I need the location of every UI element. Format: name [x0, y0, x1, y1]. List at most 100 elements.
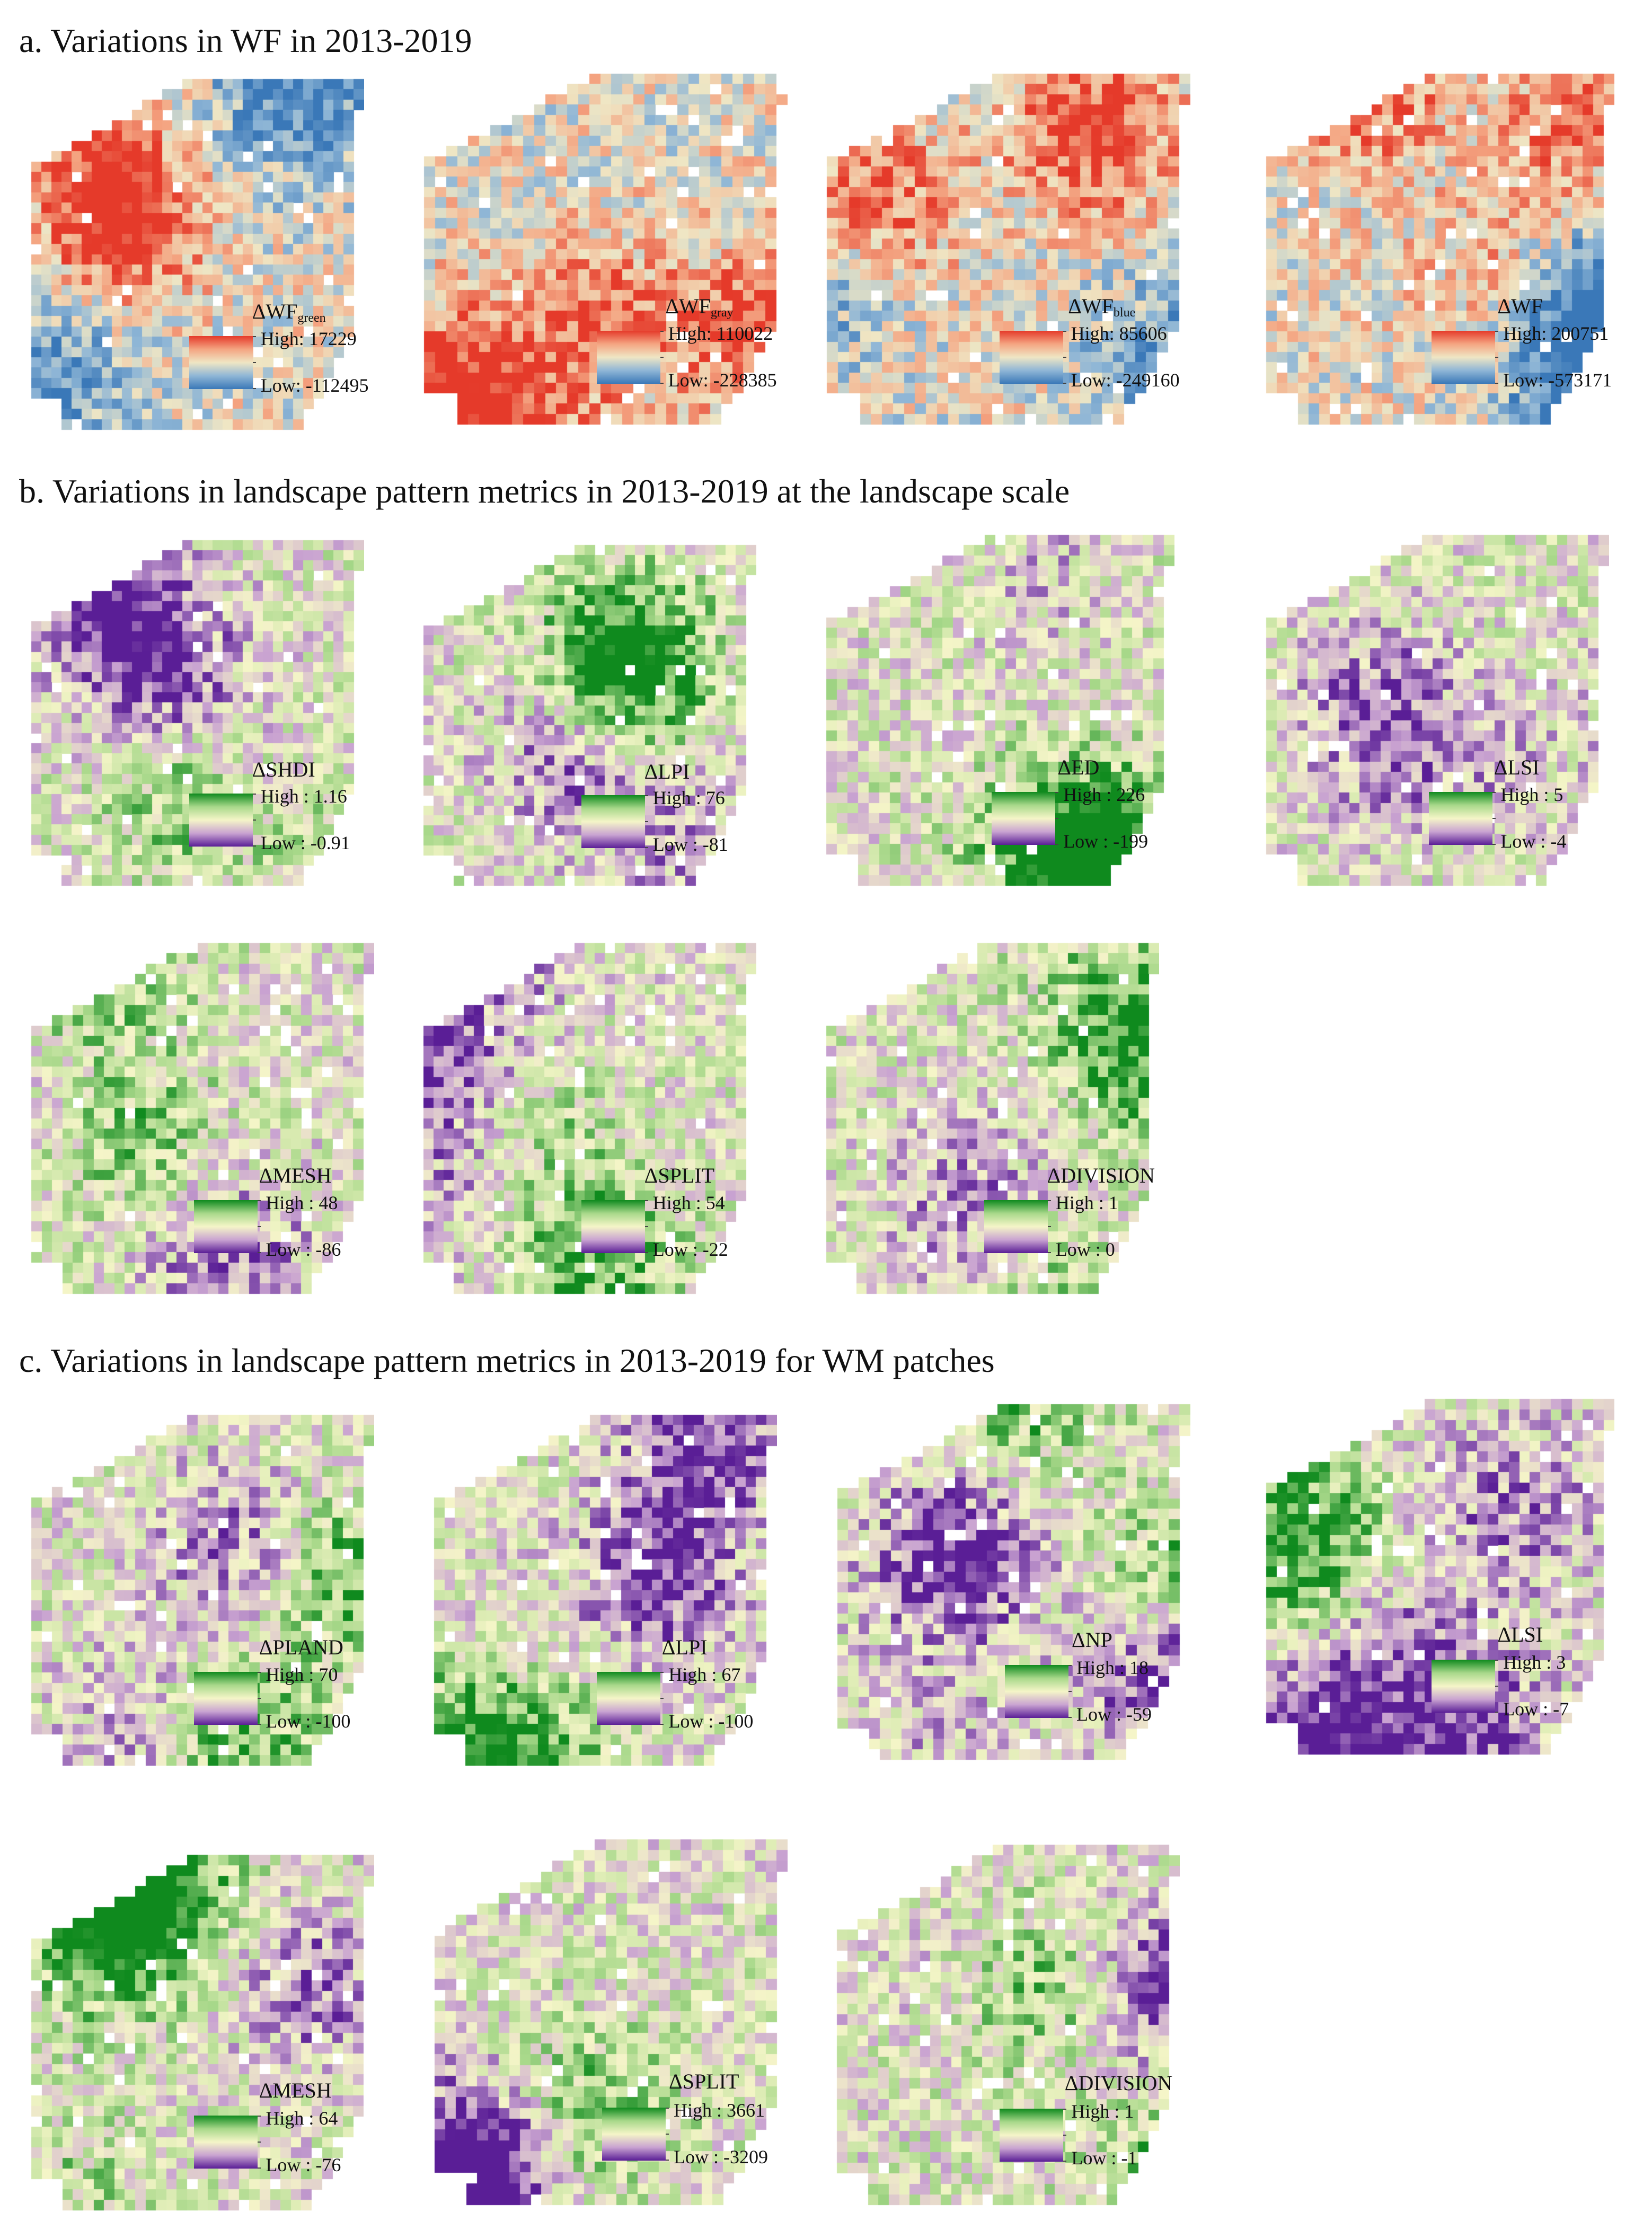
- legend-low-label: Low : -100: [668, 1711, 754, 1732]
- legend-low-label: Low : -199: [1063, 831, 1149, 852]
- legend-low-label: Low: -249160: [1071, 369, 1180, 391]
- map-panel-c3: ΔNP High : 18 Low : -59: [827, 1394, 1198, 1770]
- legend-tick: [1495, 357, 1499, 358]
- metric-label: ΔWF: [1497, 294, 1543, 319]
- section-title-b: b. Variations in landscape pattern metri…: [19, 472, 1070, 510]
- legend-tick: [1063, 383, 1066, 384]
- map-panel-c4: ΔLSI High : 3 Low : -7: [1256, 1389, 1622, 1765]
- metric-name: ΔDIVISION: [1047, 1164, 1155, 1187]
- legend-color-ramp: [1000, 2109, 1064, 2162]
- metric-name: ΔSPLIT: [644, 1164, 714, 1187]
- legend-tick: [1063, 2161, 1067, 2162]
- legend-high-label: High : 67: [668, 1664, 741, 1685]
- legend-tick: [258, 1252, 261, 1253]
- legend-color-ramp: [596, 331, 660, 384]
- metric-name: ΔED: [1057, 755, 1100, 779]
- legend-tick: [666, 2133, 669, 2135]
- metric-label: ΔMESH: [259, 2078, 332, 2103]
- legend-color-ramp: [189, 793, 253, 847]
- legend-tick: [660, 331, 664, 332]
- legend-tick: [258, 2167, 261, 2169]
- map-panel-a4: ΔWF High: 200751 Low: -573171: [1256, 64, 1622, 435]
- legend-tick: [666, 2107, 669, 2109]
- metric-label: ΔWFgreen: [252, 299, 326, 325]
- legend-tick: [1063, 357, 1066, 358]
- legend-tick: [1047, 1252, 1051, 1253]
- legend-low-label: Low : -81: [652, 833, 728, 855]
- legend-low-label: Low: -573171: [1503, 369, 1612, 391]
- legend-tick: [1063, 2109, 1067, 2110]
- legend-low-label: Low: -228385: [668, 369, 777, 391]
- legend-high-label: High: 85606: [1071, 323, 1167, 344]
- legend-color-ramp: [189, 336, 253, 389]
- legend-tick: [1495, 383, 1499, 384]
- legend-tick: [258, 1698, 261, 1699]
- legend-tick: [660, 1698, 664, 1699]
- legend-high-label: High : 3: [1503, 1652, 1566, 1673]
- legend-high-label: High : 1: [1055, 1192, 1118, 1213]
- metric-name: ΔWF: [252, 299, 298, 323]
- legend-tick: [258, 1724, 261, 1725]
- legend-color-ramp: [194, 1672, 258, 1725]
- legend-high-label: High : 76: [652, 787, 725, 808]
- legend-high-label: High : 226: [1063, 784, 1145, 805]
- legend-low-label: Low : -1: [1071, 2147, 1137, 2169]
- legend-color-ramp: [1429, 792, 1493, 845]
- legend-color-ramp: [602, 2107, 666, 2161]
- legend-high-label: High: 200751: [1503, 323, 1609, 344]
- metric-name: ΔLPI: [661, 1635, 708, 1659]
- legend-low-label: Low : -0.91: [260, 832, 350, 853]
- metric-name: ΔNP: [1072, 1628, 1112, 1652]
- map-panel-b7: ΔDIVISION High : 1 Low : 0: [816, 933, 1166, 1304]
- legend-tick: [1495, 1712, 1499, 1713]
- metric-subscript: blue: [1113, 306, 1136, 320]
- legend-tick: [1492, 792, 1496, 793]
- legend-tick: [660, 383, 664, 384]
- metric-name: ΔLSI: [1497, 1623, 1543, 1647]
- legend-low-label: Low : -7: [1503, 1698, 1569, 1720]
- map-panel-c2: ΔLPI High : 67 Low : -100: [424, 1405, 784, 1776]
- metric-name: ΔMESH: [259, 1164, 332, 1187]
- legend-tick: [252, 388, 256, 389]
- map-panel-c1: ΔPLAND High : 70 Low : -100: [21, 1405, 382, 1776]
- legend-tick: [644, 795, 648, 796]
- legend-high-label: High : 5: [1500, 784, 1563, 805]
- metric-label: ΔNP: [1072, 1627, 1112, 1652]
- metric-label: ΔDIVISION: [1065, 2070, 1172, 2095]
- legend-tick: [660, 1672, 664, 1673]
- metric-label: ΔED: [1057, 755, 1099, 780]
- metric-label: ΔLSI: [1494, 755, 1540, 780]
- metric-name: ΔLSI: [1494, 755, 1540, 779]
- legend-tick: [1055, 818, 1059, 819]
- map-panel-b2: ΔLPI High : 76 Low : -81: [413, 535, 763, 896]
- legend-high-label: High : 64: [266, 2108, 338, 2129]
- map-panel-b1: ΔSHDI High : 1.16 Low : -0.91: [21, 530, 371, 896]
- legend-low-label: Low : -86: [266, 1239, 341, 1260]
- metric-label: ΔSPLIT: [669, 2069, 739, 2094]
- legend-tick: [644, 1226, 648, 1227]
- legend-color-ramp: [992, 792, 1056, 845]
- map-panel-c7: ΔDIVISION High : 1 Low : -1: [827, 1834, 1187, 2216]
- legend-tick: [252, 819, 256, 821]
- legend-tick: [660, 1724, 664, 1725]
- legend-tick: [252, 362, 256, 363]
- section-title-c: c. Variations in landscape pattern metri…: [19, 1342, 995, 1379]
- legend-color-ramp: [194, 2116, 258, 2169]
- legend-tick: [1047, 1226, 1051, 1227]
- legend-tick: [258, 1226, 261, 1227]
- metric-label: ΔWFblue: [1068, 294, 1135, 320]
- legend-low-label: Low : 0: [1055, 1239, 1115, 1260]
- legend-color-ramp: [1432, 1660, 1496, 1713]
- legend-tick: [1068, 1717, 1072, 1719]
- legend-low-label: Low: -112495: [260, 375, 369, 396]
- legend-high-label: High : 3661: [674, 2099, 765, 2121]
- metric-name: ΔPLAND: [259, 1635, 343, 1659]
- metric-name: ΔDIVISION: [1064, 2071, 1173, 2095]
- legend-color-ramp: [581, 795, 645, 848]
- metric-label: ΔDIVISION: [1047, 1163, 1155, 1188]
- legend-color-ramp: [1005, 1665, 1068, 1719]
- metric-name: ΔWF: [665, 294, 711, 318]
- metric-label: ΔLPI: [644, 759, 690, 784]
- legend-high-label: High : 54: [652, 1192, 725, 1213]
- legend-color-ramp: [1432, 331, 1496, 384]
